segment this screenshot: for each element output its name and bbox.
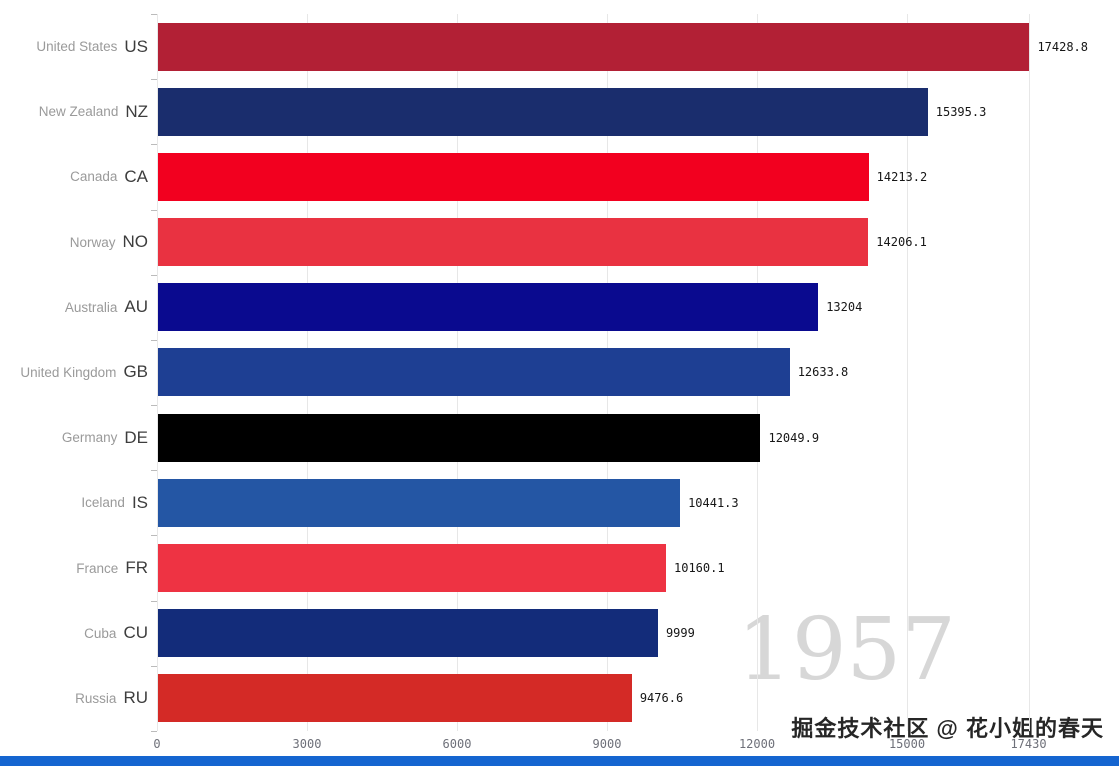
bar xyxy=(158,674,632,723)
value-label: 13204 xyxy=(826,300,863,315)
country-code: NZ xyxy=(125,101,148,121)
y-axis-tick xyxy=(151,14,157,15)
y-axis-tick xyxy=(151,405,157,407)
country-code: US xyxy=(124,36,148,56)
chart-row: United States US 17428.8 xyxy=(0,14,1119,79)
country-code: IS xyxy=(131,492,148,512)
value-label: 14206.1 xyxy=(876,235,927,250)
category-label: Germany DE xyxy=(0,405,148,470)
chart-row: Australia AU 13204 xyxy=(0,275,1119,340)
value-label: 17428.8 xyxy=(1037,39,1089,54)
chart-row: Iceland IS 10441.3 xyxy=(0,470,1119,535)
country-code: CU xyxy=(123,623,148,643)
y-axis-tick xyxy=(151,274,157,276)
gridline xyxy=(157,14,158,731)
value-label: 9999 xyxy=(665,626,695,641)
value-label: 15395.3 xyxy=(935,104,987,119)
x-axis-tick-label: 15000 xyxy=(888,737,926,751)
country-name: Russia xyxy=(75,690,117,706)
chart-row: Cuba CU 9999 xyxy=(0,601,1119,666)
chart-row: Canada CA 14213.2 xyxy=(0,144,1119,209)
value-label: 9476.6 xyxy=(639,691,684,706)
y-axis-tick xyxy=(151,731,157,732)
chart-row: New Zealand NZ 15395.3 xyxy=(0,79,1119,144)
country-name: Australia xyxy=(64,299,118,315)
value-label: 12633.8 xyxy=(797,365,849,380)
country-name: Germany xyxy=(61,430,118,446)
y-axis-tick xyxy=(151,79,157,81)
category-label: Norway NO xyxy=(0,210,148,275)
chart-row: Norway NO 14206.1 xyxy=(0,210,1119,275)
bottom-blue-strip xyxy=(0,756,1119,766)
category-label: New Zealand NZ xyxy=(0,79,148,144)
value-label: 12049.9 xyxy=(768,430,820,445)
bar xyxy=(158,87,928,136)
bar xyxy=(158,478,681,527)
country-code: RU xyxy=(123,688,148,708)
category-label: Iceland IS xyxy=(0,470,148,535)
value-label: 10160.1 xyxy=(674,561,725,576)
country-code: CA xyxy=(124,166,148,186)
country-code: DE xyxy=(124,427,148,447)
category-label: United Kingdom GB xyxy=(0,340,148,405)
country-code: AU xyxy=(124,297,148,317)
category-label: Canada CA xyxy=(0,144,148,209)
y-axis-tick xyxy=(151,470,157,472)
category-label: Australia AU xyxy=(0,275,148,340)
chart-row: France FR 10160.1 xyxy=(0,535,1119,600)
bar xyxy=(158,348,790,397)
country-name: Iceland xyxy=(81,495,125,511)
site-watermark: 掘金技术社区 @ 花小姐的春天 xyxy=(791,716,1104,741)
gridline xyxy=(1028,14,1030,731)
country-code: GB xyxy=(123,362,148,382)
y-axis-tick xyxy=(151,665,157,667)
gridline xyxy=(907,14,908,731)
country-name: Cuba xyxy=(84,625,117,641)
chart-row: United Kingdom GB 12633.8 xyxy=(0,340,1119,405)
bar xyxy=(158,413,761,462)
country-name: United Kingdom xyxy=(20,364,117,380)
y-axis-tick xyxy=(151,535,157,537)
y-axis-tick xyxy=(151,339,157,341)
country-name: Canada xyxy=(70,169,118,185)
bar xyxy=(158,22,1030,71)
category-label: Cuba CU xyxy=(0,601,148,666)
bar xyxy=(158,152,869,201)
x-axis-tick-label: 6000 xyxy=(442,737,472,751)
x-axis-tick-label: 17430 xyxy=(1010,737,1047,751)
bar xyxy=(158,218,869,267)
category-label: United States US xyxy=(0,14,148,79)
x-axis-tick-label: 12000 xyxy=(738,737,776,751)
x-axis-tick-label: 0 xyxy=(153,737,161,751)
y-axis-tick xyxy=(151,209,157,211)
year-label: 1957 xyxy=(737,600,956,700)
country-code: FR xyxy=(125,558,148,578)
category-label: France FR xyxy=(0,535,148,600)
country-name: Norway xyxy=(69,234,116,250)
country-code: NO xyxy=(122,232,149,252)
country-name: France xyxy=(76,560,119,576)
y-axis-tick xyxy=(151,144,157,146)
category-label: Russia RU xyxy=(0,666,148,731)
y-axis-tick xyxy=(151,600,157,602)
x-axis-tick-label: 9000 xyxy=(592,737,622,751)
bar xyxy=(158,544,666,593)
country-name: United States xyxy=(36,39,118,55)
bar xyxy=(158,283,819,332)
bar xyxy=(158,609,658,658)
chart-row: Russia RU 9476.6 xyxy=(0,666,1119,731)
value-label: 14213.2 xyxy=(876,169,928,184)
x-axis-tick-label: 3000 xyxy=(292,737,322,751)
chart-row: Germany DE 12049.9 xyxy=(0,405,1119,470)
country-name: New Zealand xyxy=(38,104,119,120)
value-label: 10441.3 xyxy=(688,495,739,510)
